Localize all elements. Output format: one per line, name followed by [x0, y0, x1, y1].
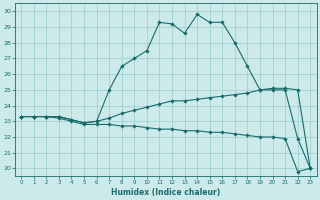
X-axis label: Humidex (Indice chaleur): Humidex (Indice chaleur) — [111, 188, 220, 197]
